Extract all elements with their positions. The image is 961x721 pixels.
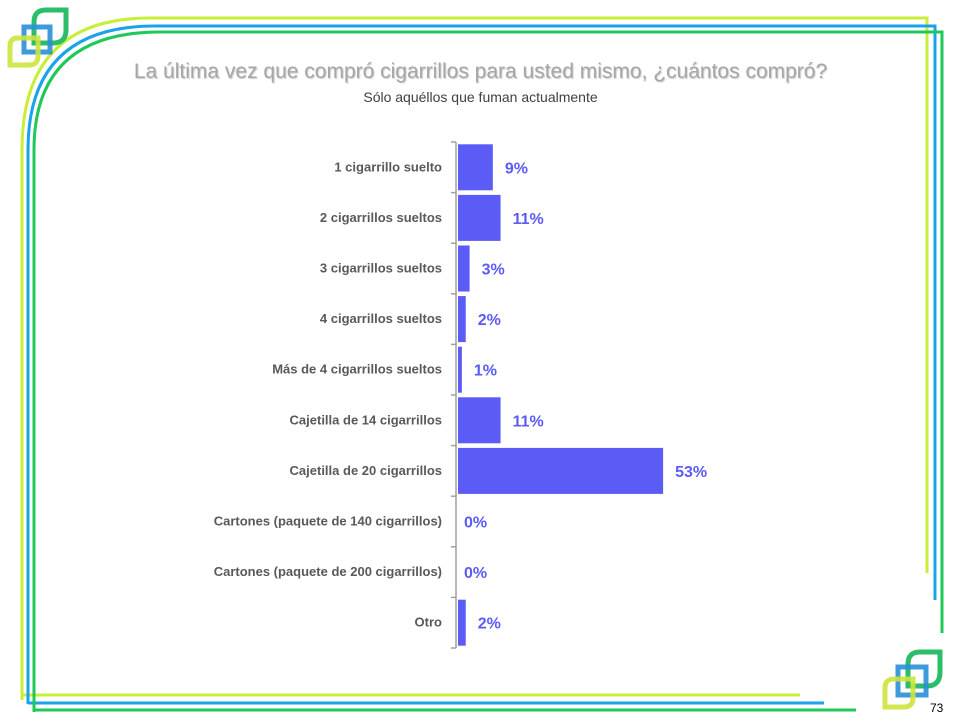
value-label: 3% xyxy=(482,262,505,279)
value-label: 1% xyxy=(474,363,497,380)
chart-subtitle: Sólo aquéllos que fuman actualmente xyxy=(363,89,598,105)
category-label: Cajetilla de 14 cigarrillos xyxy=(290,412,442,427)
value-label: 0% xyxy=(464,565,487,582)
bar xyxy=(458,296,466,343)
category-label: Cajetilla de 20 cigarrillos xyxy=(290,463,442,478)
category-label: Otro xyxy=(415,615,443,630)
category-label: 1 cigarrillo suelto xyxy=(334,159,442,174)
border-line-yellow xyxy=(20,16,929,700)
bar xyxy=(458,245,470,292)
value-label: 0% xyxy=(464,515,487,532)
border-line-green xyxy=(32,30,944,712)
border-line-blue xyxy=(26,24,937,705)
category-label: Más de 4 cigarrillos sueltos xyxy=(272,362,442,377)
value-label: 11% xyxy=(513,413,544,430)
value-label: 11% xyxy=(513,211,544,228)
chart-title: La última vez que compró cigarrillos par… xyxy=(133,60,828,83)
bar xyxy=(458,397,501,444)
logo-bottom-right-icon xyxy=(882,649,943,710)
bar xyxy=(458,194,501,241)
category-label: Cartones (paquete de 140 cigarrillos) xyxy=(214,514,442,529)
category-label: 4 cigarrillos sueltos xyxy=(320,311,442,326)
bar xyxy=(458,447,664,494)
value-label: 2% xyxy=(478,616,501,633)
value-label: 9% xyxy=(505,160,528,177)
category-label: 2 cigarrillos sueltos xyxy=(320,210,442,225)
bar xyxy=(458,599,466,646)
value-label: 53% xyxy=(675,464,707,481)
category-label: 3 cigarrillos sueltos xyxy=(320,261,442,276)
category-label: Cartones (paquete de 200 cigarrillos) xyxy=(214,564,442,579)
bar xyxy=(458,346,462,393)
page-number: 73 xyxy=(930,701,944,715)
bar xyxy=(458,144,493,191)
value-label: 2% xyxy=(478,312,501,329)
logo-top-left-icon xyxy=(7,7,69,68)
